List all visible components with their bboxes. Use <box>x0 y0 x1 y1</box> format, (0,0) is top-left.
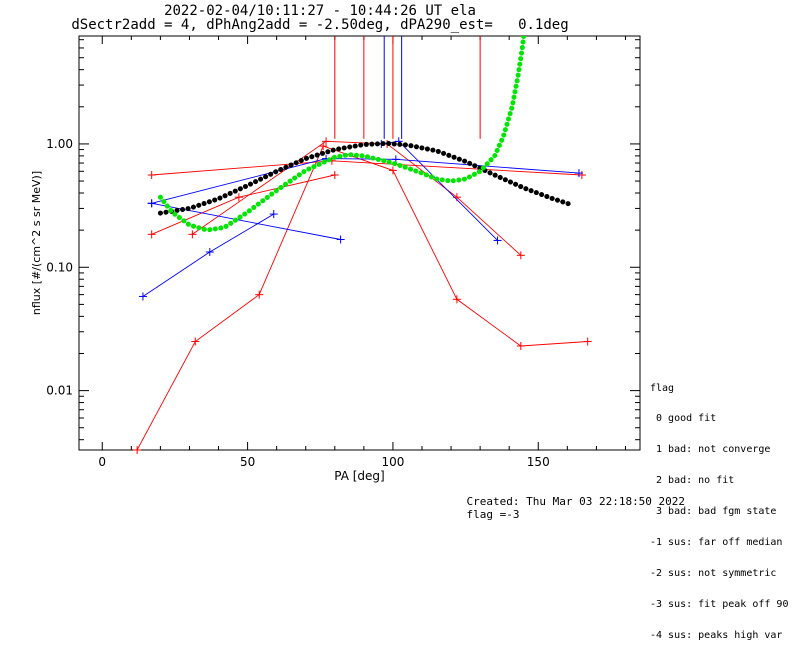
x-tick-label: 150 <box>527 455 550 469</box>
y-tick-label: 1.00 <box>46 137 73 151</box>
green-fit-curve <box>157 36 527 233</box>
created-timestamp: Created: Thu Mar 03 22:18:50 2022 <box>466 495 686 508</box>
flag-legend-title: flag <box>650 382 675 394</box>
y-tick-label: 0.01 <box>46 384 73 398</box>
blue-data-line <box>381 140 498 241</box>
flag-legend-item: -2 sus: not symmetric <box>650 567 777 579</box>
y-tick-label: 0.10 <box>46 260 73 274</box>
red-data-line <box>192 140 522 256</box>
plot-frame <box>78 35 641 451</box>
flag-legend-item: -3 sus: fit peak off 90 <box>650 598 789 610</box>
plot-canvas: 2022-02-04/10:11:27 - 10:44:26 UT ela dS… <box>30 3 788 641</box>
flag-legend-item: 0 good fit <box>650 413 717 425</box>
chart-svg: 0 50 100 150 0.01 0.10 1.00 PA [deg] nflux [#/(c… <box>30 35 641 483</box>
blue-data-line <box>151 158 580 204</box>
x-tick-label: 0 <box>98 455 106 469</box>
x-tick-label: 50 <box>240 455 255 469</box>
flag-legend-item: 1 bad: not converge <box>650 444 771 456</box>
x-tick-label: 100 <box>381 455 404 469</box>
red-data-line <box>151 160 582 176</box>
footer: Created: Thu Mar 03 22:18:50 2022 flag =… <box>440 482 705 534</box>
flag-legend-item: 2 bad: no fit <box>650 475 735 487</box>
black-fit-curve <box>157 140 576 216</box>
chart-title-line1: 2022-02-04/10:11:27 - 10:44:26 UT ela <box>164 3 476 19</box>
red-data-line <box>136 145 588 450</box>
y-axis-label: nflux [#/(cm^2 s sr MeV)] <box>30 171 43 315</box>
blue-data-line <box>142 213 275 297</box>
flag-value: flag =-3 <box>466 508 520 521</box>
flag-legend-item: -1 sus: far off median <box>650 537 783 549</box>
x-axis-label: PA [deg] <box>334 469 384 483</box>
blue-data-line <box>151 202 341 240</box>
flag-legend-item: -4 sus: peaks high var <box>650 629 783 641</box>
chart-title-line2: dSectr2add = 4, dPhAng2add = -2.50deg, d… <box>71 17 569 33</box>
